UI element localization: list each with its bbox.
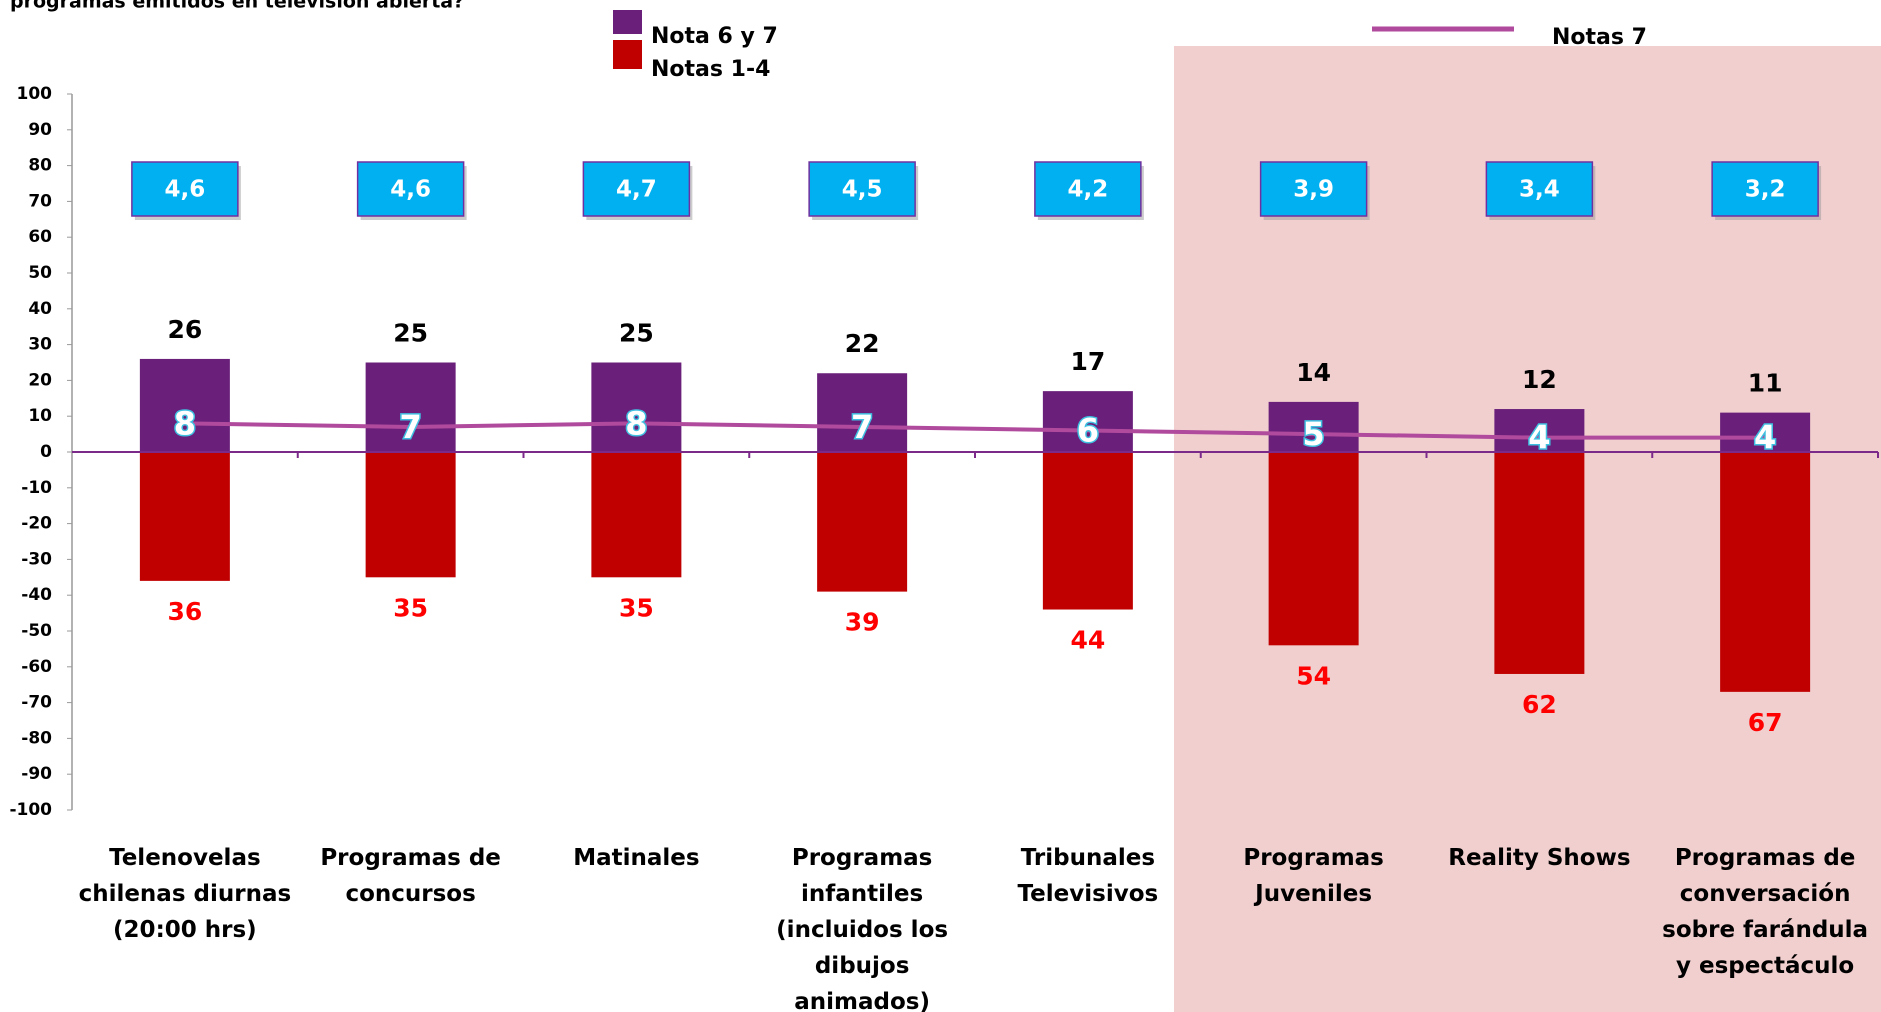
x-tick-label: Reality Shows <box>1448 845 1631 871</box>
y-tick-label: -40 <box>21 585 52 605</box>
y-tick-label: 30 <box>28 335 52 355</box>
data-label: 67 <box>1748 708 1783 737</box>
y-tick-label: -30 <box>21 549 52 569</box>
average-box <box>808 161 916 217</box>
average-label: 4,5 <box>842 177 883 203</box>
y-tick-label: -60 <box>21 657 52 677</box>
average-label: 4,2 <box>1068 177 1109 203</box>
bar <box>365 362 456 452</box>
y-tick-label: -100 <box>9 800 52 820</box>
legend-label: Notas 7 <box>1552 25 1647 50</box>
data-label: 12 <box>1522 365 1557 394</box>
data-label: 14 <box>1296 358 1331 387</box>
y-tick-label: -50 <box>21 621 52 641</box>
data-label: 44 <box>1070 626 1105 655</box>
y-tick-label: 50 <box>28 263 52 283</box>
y-tick-label: -10 <box>21 478 52 498</box>
x-tick-label: Programas de concursos <box>320 845 501 907</box>
legend-swatch <box>613 10 642 34</box>
y-tick-label: -80 <box>21 728 52 748</box>
x-tick-label: Programas Juveniles <box>1243 845 1384 907</box>
average-label: 3,4 <box>1519 177 1560 203</box>
bar <box>591 362 682 452</box>
legend-label: Notas 1-4 <box>651 57 770 82</box>
data-label: 22 <box>845 329 880 358</box>
bar <box>1042 452 1133 610</box>
data-label: 11 <box>1748 369 1783 398</box>
bar <box>1268 452 1359 646</box>
bar <box>139 358 230 452</box>
line-label: 8 <box>174 404 196 442</box>
y-tick-label: 60 <box>28 227 52 247</box>
line-label: 5 <box>1302 415 1324 453</box>
y-tick-label: -70 <box>21 693 52 713</box>
data-label: 39 <box>845 608 880 637</box>
bar <box>1042 391 1133 452</box>
bar <box>817 452 908 592</box>
bar <box>1494 452 1585 674</box>
bar <box>817 373 908 452</box>
legend-label: Nota 6 y 7 <box>651 24 778 49</box>
bar <box>1720 452 1811 692</box>
data-label: 35 <box>619 593 654 622</box>
y-tick-label: 90 <box>28 120 52 140</box>
bar <box>365 452 456 578</box>
bar <box>591 452 682 578</box>
data-label: 35 <box>393 593 428 622</box>
line-label: 7 <box>851 408 873 446</box>
y-tick-label: 100 <box>17 84 53 104</box>
bar <box>1720 412 1811 452</box>
y-tick-label: -20 <box>21 514 52 534</box>
data-label: 17 <box>1070 347 1105 376</box>
bar <box>1268 401 1359 452</box>
x-tick-label: Telenovelas chilenas diurnas (20:00 hrs) <box>78 845 292 943</box>
data-label: 25 <box>393 319 428 348</box>
line-label: 4 <box>1528 419 1550 457</box>
x-tick-label: Matinales <box>573 845 700 871</box>
line-label: 6 <box>1077 412 1099 450</box>
x-tick-label: Programas de conversación sobre farándul… <box>1662 845 1869 979</box>
average-label: 4,7 <box>616 177 657 203</box>
y-tick-label: -90 <box>21 764 52 784</box>
bar <box>1494 409 1585 452</box>
data-label: 26 <box>167 315 202 344</box>
data-label: 25 <box>619 319 654 348</box>
line-label: 4 <box>1754 419 1776 457</box>
average-box <box>356 161 465 217</box>
chart-title: programas emitidos en televisión abierta… <box>10 0 464 13</box>
average-label: 3,9 <box>1293 177 1334 203</box>
y-tick-label: 20 <box>28 370 52 390</box>
x-tick-label: Tribunales Televisivos <box>1017 845 1159 907</box>
data-label: 54 <box>1296 661 1331 690</box>
average-box <box>1259 161 1368 217</box>
line <box>184 421 1766 440</box>
average-box <box>131 161 239 217</box>
data-label: 36 <box>167 597 202 626</box>
x-tick-label: Programas infantiles (incluidos los dibu… <box>776 845 949 1012</box>
average-label: 3,2 <box>1745 177 1786 203</box>
y-tick-label: 40 <box>28 299 52 319</box>
y-tick-label: 80 <box>28 156 52 176</box>
average-box <box>1711 161 1819 217</box>
average-label: 4,6 <box>165 177 206 203</box>
line-label: 8 <box>625 404 647 442</box>
legend-swatch <box>613 40 642 69</box>
average-box <box>1485 161 1594 217</box>
y-tick-label: 10 <box>28 406 52 426</box>
average-box <box>582 161 691 217</box>
line-label: 7 <box>399 408 421 446</box>
average-box <box>1034 161 1142 217</box>
y-tick-label: 70 <box>28 191 52 211</box>
bar <box>139 452 230 581</box>
y-tick-label: 0 <box>40 442 52 462</box>
average-label: 4,6 <box>390 177 431 203</box>
data-label: 62 <box>1522 690 1557 719</box>
